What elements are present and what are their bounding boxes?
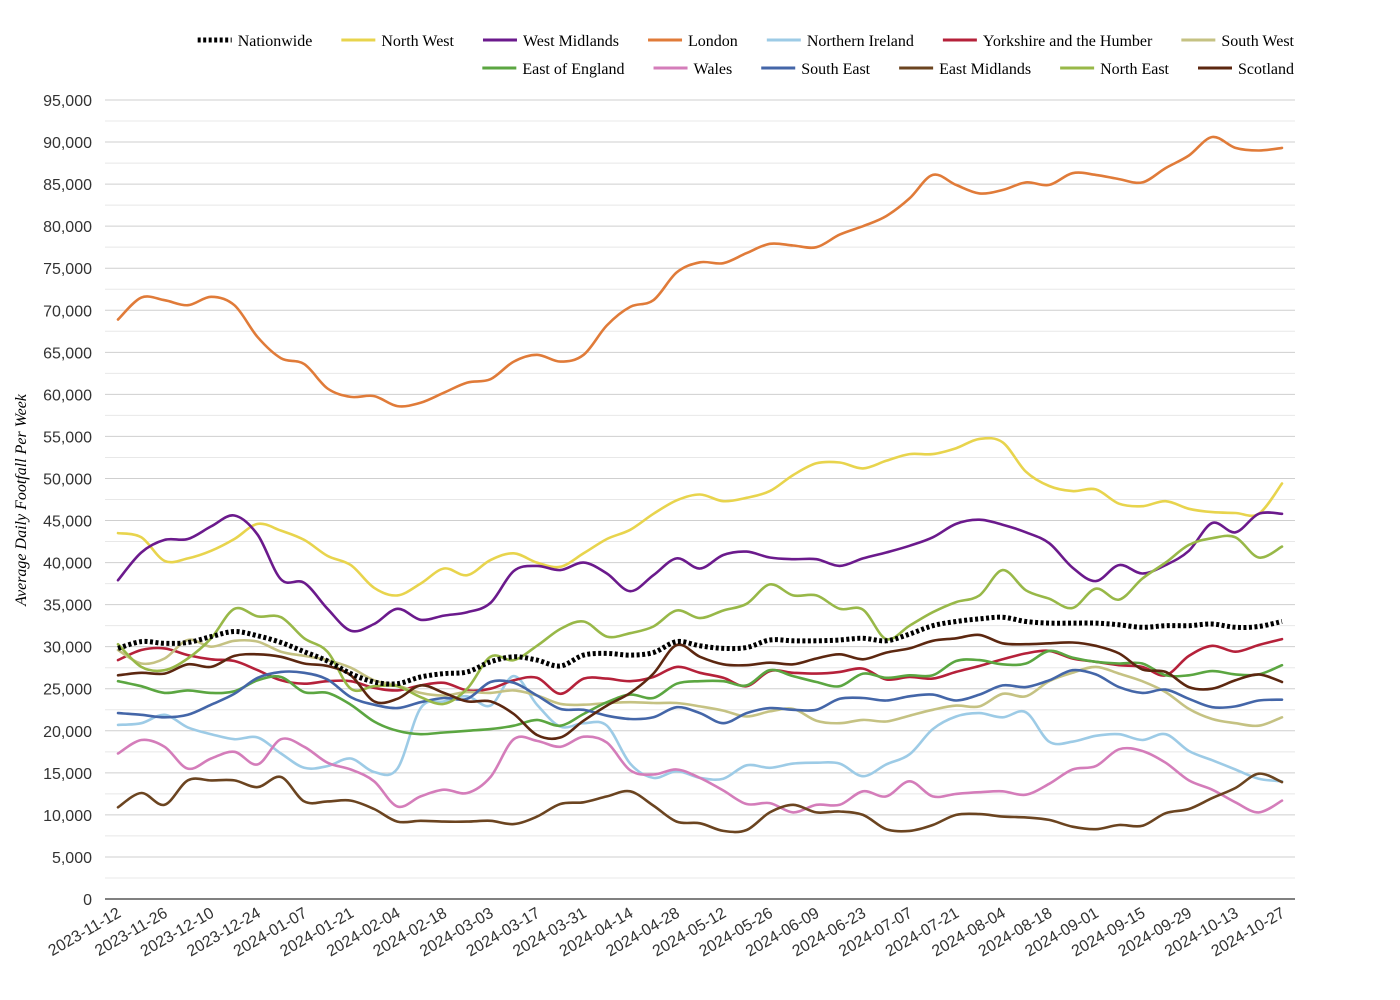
x-axis: 2023-11-122023-11-262023-12-102023-12-24…	[46, 905, 1288, 961]
series-line-nationwide	[117, 614, 1283, 687]
y-tick-label: 75,000	[43, 261, 92, 278]
y-tick-label: 70,000	[43, 303, 92, 320]
y-tick-label: 85,000	[43, 177, 92, 194]
legend-label-north-west: North West	[381, 33, 454, 50]
legend-label-east-of-england: East of England	[522, 61, 624, 78]
y-tick-label: 35,000	[43, 598, 92, 615]
y-tick-label: 55,000	[43, 429, 92, 446]
legend-label-london: London	[688, 33, 738, 50]
y-tick-label: 80,000	[43, 219, 92, 236]
series-lines	[116, 135, 1284, 834]
legend-label-scotland: Scotland	[1238, 61, 1294, 78]
series-line-north-west	[116, 436, 1284, 597]
y-tick-label: 0	[83, 892, 92, 909]
series-line-east-midlands	[116, 772, 1284, 834]
legend: Nationwide North West West Midlands London N…	[197, 33, 1295, 78]
y-tick-label: 5,000	[52, 850, 92, 867]
y-tick-label: 25,000	[43, 682, 92, 699]
series-line-northern-ireland	[116, 674, 1284, 783]
series-line-south-west	[116, 638, 1284, 728]
legend-label-northern-ireland: Northern Ireland	[807, 33, 914, 50]
y-axis: 0 5,000 10,000 15,000 20,000 25,000 30,000 35,0…	[43, 93, 92, 909]
series-line-north-east	[116, 534, 1284, 706]
y-tick-label: 50,000	[43, 471, 92, 488]
series-line-west-midlands	[116, 511, 1284, 633]
y-tick-label: 45,000	[43, 514, 92, 531]
y-tick-label: 20,000	[43, 724, 92, 741]
legend-label-south-east: South East	[801, 61, 870, 78]
y-tick-label: 90,000	[43, 135, 92, 152]
legend-label-nationwide: Nationwide	[238, 33, 313, 50]
y-tick-label: 60,000	[43, 387, 92, 404]
series-line-south-east	[116, 668, 1284, 725]
y-tick-label: 10,000	[43, 808, 92, 825]
series-line-scotland	[116, 633, 1284, 741]
series-line-wales	[116, 735, 1284, 814]
y-axis-title: Average Daily Footfall Per Week	[13, 393, 30, 607]
y-tick-label: 65,000	[43, 345, 92, 362]
y-tick-label: 40,000	[43, 556, 92, 573]
y-tick-label: 15,000	[43, 766, 92, 783]
legend-label-wales: Wales	[694, 61, 733, 78]
series-line-east-of-england	[116, 649, 1284, 736]
legend-label-north-east: North East	[1100, 61, 1169, 78]
legend-label-south-west: South West	[1221, 33, 1294, 50]
series-line-london	[116, 135, 1284, 408]
legend-label-yorkshire-and-the-humber: Yorkshire and the Humber	[983, 33, 1153, 50]
y-tick-label: 30,000	[43, 640, 92, 657]
legend-label-west-midlands: West Midlands	[523, 33, 619, 50]
gridlines	[105, 99, 1295, 900]
legend-label-east-midlands: East Midlands	[939, 61, 1031, 78]
y-tick-label: 95,000	[43, 93, 92, 110]
